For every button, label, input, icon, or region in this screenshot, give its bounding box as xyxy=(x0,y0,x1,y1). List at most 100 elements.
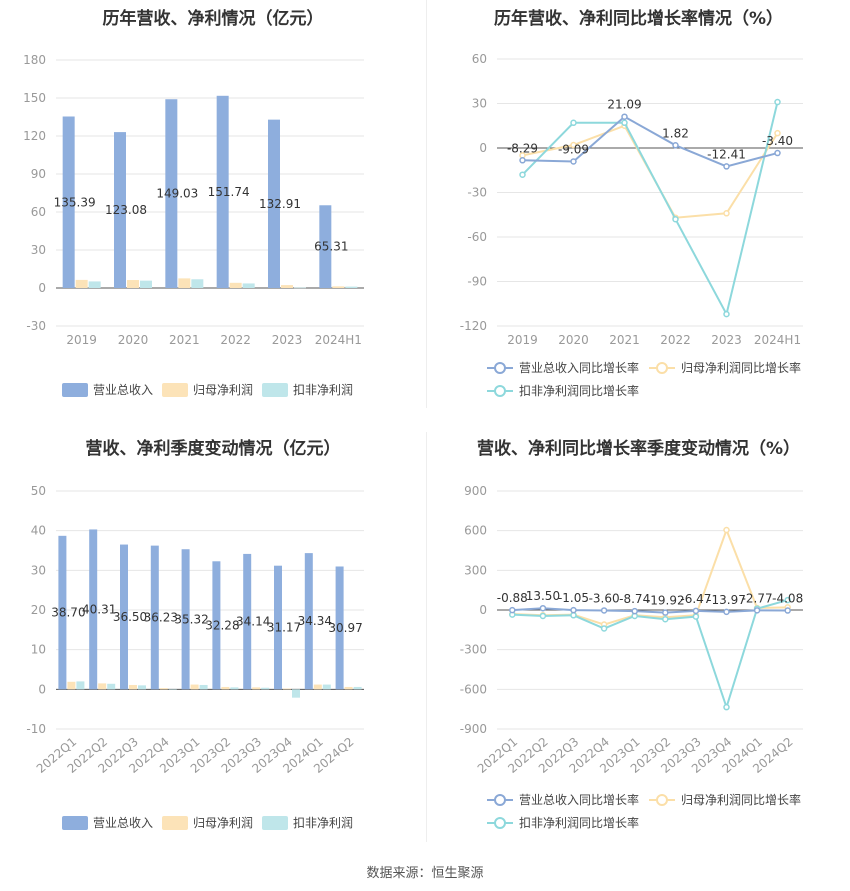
bar-revenue xyxy=(89,529,98,690)
data-label: -4.08 xyxy=(772,592,803,606)
bar-revenue xyxy=(62,116,75,288)
y-tick-label: 10 xyxy=(31,643,46,657)
y-tick-label: 180 xyxy=(23,53,46,67)
y-tick-label: -30 xyxy=(26,319,46,333)
vertical-divider-top xyxy=(426,0,427,408)
bar-revenue xyxy=(216,95,229,289)
bar-revenue xyxy=(243,553,252,690)
data-point xyxy=(723,310,730,318)
data-label: 21.09 xyxy=(607,98,641,112)
data-label: -6.47 xyxy=(680,592,711,606)
y-tick-label: 150 xyxy=(23,91,46,105)
data-point xyxy=(600,625,608,632)
bar-revenue xyxy=(114,132,126,288)
data-label: 13.50 xyxy=(526,589,560,603)
data-label: 123.08 xyxy=(105,203,147,217)
data-point xyxy=(774,98,781,106)
data-label: 65.31 xyxy=(314,240,348,254)
y-tick-label: 60 xyxy=(31,205,46,219)
bar-net-profit xyxy=(190,684,199,690)
bar-deducted-profit xyxy=(261,687,270,690)
data-point xyxy=(570,141,577,149)
data-label: -3.60 xyxy=(589,591,620,605)
bar-deducted-profit xyxy=(168,688,177,690)
bar-net-profit xyxy=(129,684,137,690)
y-tick-label: 0 xyxy=(479,603,487,617)
series-line-0 xyxy=(522,115,778,168)
bar-net-profit xyxy=(67,681,76,690)
legend-marker xyxy=(494,385,506,397)
legend-label: 营业总收入同比增长率 xyxy=(519,360,639,375)
x-tick-label: 2019 xyxy=(66,333,97,347)
bar-deducted-profit xyxy=(322,684,331,690)
y-tick-label: -60 xyxy=(467,230,487,244)
data-source-note: 数据来源：恒生聚源 xyxy=(366,866,484,881)
data-label: -8.74 xyxy=(619,592,650,606)
data-point xyxy=(692,613,700,620)
y-tick-label: -10 xyxy=(26,722,46,736)
data-point xyxy=(723,210,730,217)
annual-growth-rate-plot: -120 -90 -60 -30 0 30 60 2019 2020 2021 2022 2023 20… xyxy=(460,52,803,398)
x-tick-label: 2020 xyxy=(118,333,149,347)
y-tick-label: 40 xyxy=(31,524,46,538)
legend-label: 扣非净利润同比增长率 xyxy=(519,815,639,830)
data-label: -12.41 xyxy=(707,147,746,161)
legend-swatch xyxy=(62,383,88,397)
annual-revenue-profit-chart: 历年营收、净利情况（亿元） -30 0 30 60 90 120 150 180 2019 202… xyxy=(0,0,426,408)
quarterly-growth-rate-chart: 营收、净利同比增长率季度变动情况（%） -900 -600 -300 0 300 600 9… xyxy=(427,430,850,845)
data-label: -19.92 xyxy=(646,594,685,608)
bar-revenue xyxy=(181,549,190,690)
data-point xyxy=(631,607,638,615)
y-tick-label: 30 xyxy=(472,97,487,111)
legend-label: 扣非净利润同比增长率 xyxy=(519,383,639,398)
data-point xyxy=(570,606,577,614)
bar-deducted-profit xyxy=(294,287,306,289)
chart-title: 历年营收、净利同比增长率情况（%） xyxy=(493,9,784,29)
x-tick-label: 2020 xyxy=(558,333,589,347)
data-point xyxy=(753,607,761,614)
annual-growth-rate-chart: 历年营收、净利同比增长率情况（%） -120 -90 -60 -30 0 30 60 2019… xyxy=(427,0,850,408)
x-tick-label: 2022 xyxy=(220,333,251,347)
y-tick-label: -900 xyxy=(460,722,487,736)
data-point xyxy=(570,158,577,165)
bar-deducted-profit xyxy=(230,687,239,690)
bar-deducted-profit xyxy=(138,685,146,690)
y-tick-label: 30 xyxy=(31,563,46,577)
data-label: -2.77 xyxy=(742,591,773,605)
y-tick-label: 120 xyxy=(23,129,46,143)
bar-revenue xyxy=(304,553,313,690)
x-tick-label: 2021 xyxy=(609,333,640,347)
y-tick-label: 50 xyxy=(31,484,46,498)
data-point xyxy=(570,119,577,127)
data-label: 35.32 xyxy=(174,612,208,626)
data-point xyxy=(723,163,730,170)
legend-marker xyxy=(494,817,506,829)
legend-label: 扣非净利润 xyxy=(293,816,353,830)
bar-revenue xyxy=(58,535,67,690)
bar-net-profit xyxy=(281,285,293,288)
x-tick-label: 2023 xyxy=(711,333,742,347)
bar-revenue xyxy=(120,544,128,690)
data-point xyxy=(621,113,628,120)
bar-net-profit xyxy=(159,688,168,690)
bar-deducted-profit xyxy=(76,681,85,690)
chart-title: 营收、净利季度变动情况（亿元） xyxy=(85,439,341,459)
bar-net-profit xyxy=(332,286,345,288)
bar-revenue xyxy=(150,545,159,690)
legend-swatch xyxy=(262,816,288,830)
data-label: -1.05 xyxy=(558,591,589,605)
bar-deducted-profit xyxy=(345,286,358,288)
data-label: 31.17 xyxy=(267,621,301,635)
data-point xyxy=(539,612,547,620)
data-label: 36.50 xyxy=(113,610,147,624)
x-tick-label: 2024H1 xyxy=(754,333,801,347)
bar-deducted-profit xyxy=(191,279,204,288)
chart-title: 营收、净利同比增长率季度变动情况（%） xyxy=(476,439,801,459)
data-point xyxy=(672,215,679,223)
legend-label: 扣非净利润 xyxy=(293,383,353,397)
bar-deducted-profit xyxy=(199,684,208,690)
legend-label: 营业总收入 xyxy=(93,816,153,830)
y-tick-label: 90 xyxy=(31,167,46,181)
y-tick-label: 900 xyxy=(464,484,487,498)
bar-net-profit xyxy=(221,686,230,690)
